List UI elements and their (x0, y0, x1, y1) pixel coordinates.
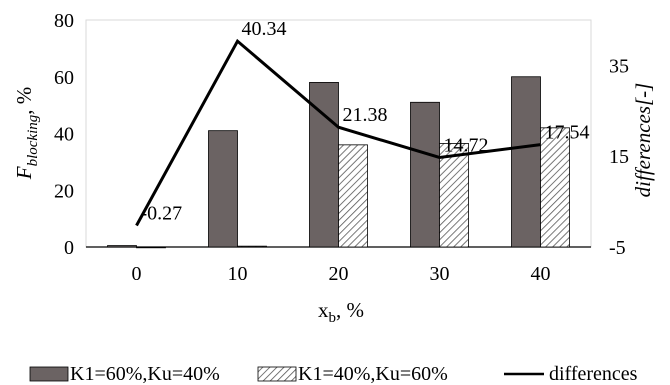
bar-series2-40 (540, 127, 570, 248)
x-axis-title-main: x (318, 298, 329, 322)
x-tick-label-30: 30 (430, 263, 450, 285)
bar-series2-30 (439, 143, 469, 248)
y2-tick-label--5: -5 (609, 237, 626, 259)
differences-label-20: 21.38 (343, 104, 388, 126)
bar-series2-10 (237, 245, 267, 248)
bar-series1-40 (511, 76, 541, 248)
differences-line (135, 38, 541, 227)
y2-axis-title: differences[-] (631, 83, 655, 198)
x-axis-title-rest: , % (336, 298, 364, 322)
y-tick-label-40: 40 (54, 124, 74, 146)
y-left-ticks: 0 20 40 60 80 (54, 10, 74, 259)
x-tick-label-0: 0 (132, 263, 142, 285)
differences-label-40: 17.54 (545, 122, 590, 144)
differences-label-30: 14.72 (444, 134, 489, 156)
bar-series1-10 (208, 130, 238, 248)
legend-swatch-series2 (257, 366, 297, 382)
y-right-ticks: -5 15 35 (609, 55, 629, 259)
x-ticks: 0 10 20 30 40 (132, 263, 551, 285)
y2-tick-label-35: 35 (609, 55, 629, 77)
x-tick-label-20: 20 (329, 263, 349, 285)
x-axis-title: xb, % (318, 298, 364, 326)
y-tick-label-20: 20 (54, 180, 74, 202)
y-axis-title-main: F (12, 166, 36, 180)
y2-tick-label-15: 15 (609, 146, 629, 168)
x-axis-title-sub: b (329, 310, 337, 326)
y-tick-label-80: 80 (54, 10, 74, 32)
y-axis-title-rest: , % (12, 87, 36, 115)
bar-series1-30 (410, 101, 440, 248)
y-axis-title-sub: blocking (25, 114, 41, 166)
differences-label-10: 40.34 (242, 18, 287, 40)
legend-label-series1: K1=60%,Ku=40% (70, 363, 220, 385)
y-tick-label-60: 60 (54, 67, 74, 89)
bar-series1-0 (107, 245, 137, 248)
y-axis-title: Fblocking, % (12, 87, 41, 180)
bars-group (107, 76, 570, 249)
x-tick-label-40: 40 (531, 263, 551, 285)
x-tick-label-10: 10 (228, 263, 248, 285)
legend: K1=60%,Ku=40% K1=40%,Ku=60% differences (29, 363, 638, 385)
bar-series2-20 (338, 144, 368, 248)
legend-label-series3: differences (549, 363, 638, 385)
differences-labels-group: -0.27 40.34 21.38 14.72 17.54 (141, 18, 590, 224)
legend-swatch-series1 (29, 366, 69, 382)
legend-label-series2: K1=40%,Ku=60% (298, 363, 448, 385)
bar-series2-0 (136, 246, 166, 249)
differences-label-0: -0.27 (141, 203, 183, 225)
y-tick-label-0: 0 (64, 237, 74, 259)
differences-line-group (135, 38, 541, 227)
